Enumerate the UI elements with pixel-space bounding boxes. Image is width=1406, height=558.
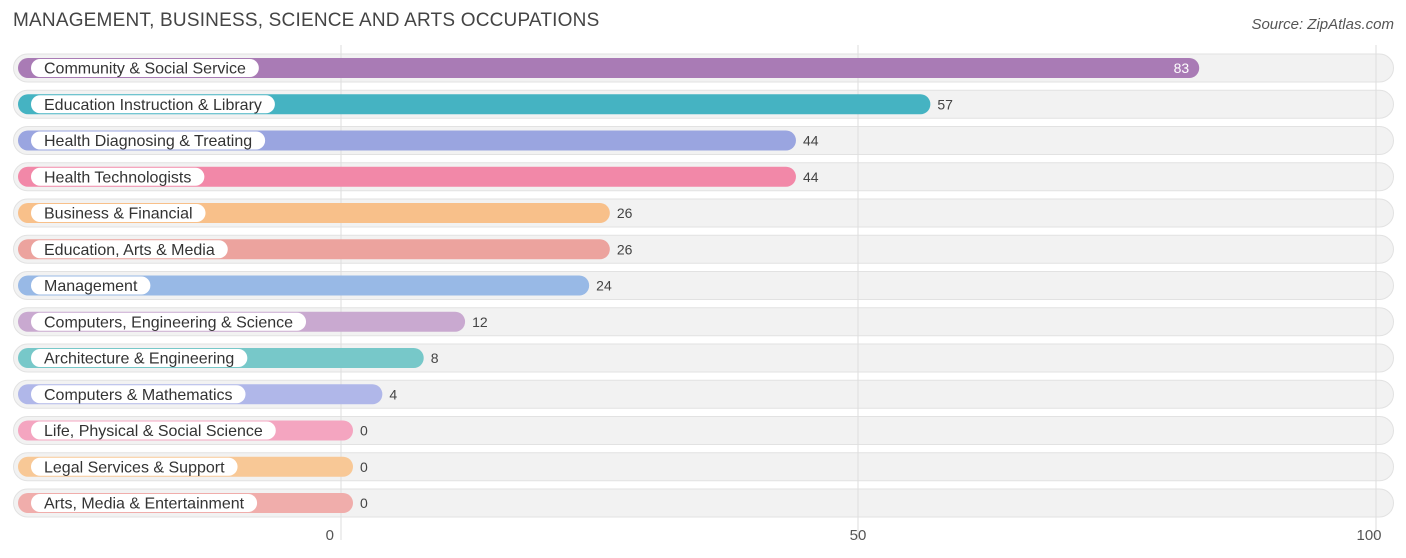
category-label: Education Instruction & Library <box>44 97 262 114</box>
value-label: 8 <box>431 350 439 366</box>
category-label: Health Diagnosing & Treating <box>44 133 252 150</box>
category-label-pill <box>31 312 307 331</box>
category-label-pill <box>31 167 205 186</box>
value-label: 12 <box>472 314 488 330</box>
category-label: Arts, Media & Entertainment <box>44 496 245 513</box>
category-label: Management <box>44 278 138 295</box>
category-label: Legal Services & Support <box>44 459 225 476</box>
value-label: 24 <box>596 278 612 294</box>
category-label-pill <box>31 131 266 150</box>
category-label-pill <box>31 95 275 114</box>
bar <box>18 58 1200 78</box>
category-label: Life, Physical & Social Science <box>44 423 263 440</box>
value-label: 26 <box>617 241 633 257</box>
category-label: Community & Social Service <box>44 61 246 78</box>
source-credit: Source: ZipAtlas.com <box>1251 16 1394 33</box>
category-label-pill <box>31 421 276 440</box>
row-background <box>13 488 1394 518</box>
value-label: 26 <box>617 205 633 221</box>
category-label-pill <box>31 349 248 367</box>
value-label: 57 <box>937 96 953 112</box>
bar <box>18 275 590 296</box>
value-label: 0 <box>360 459 368 475</box>
chart-title: MANAGEMENT, BUSINESS, SCIENCE AND ARTS O… <box>13 10 600 31</box>
value-label: 0 <box>360 495 368 511</box>
category-label: Computers & Mathematics <box>44 387 233 404</box>
category-label-pill <box>31 494 258 512</box>
category-label-pill <box>31 385 246 404</box>
x-tick-label: 0 <box>326 527 334 544</box>
row-background <box>13 452 1394 482</box>
x-axis-ticks: 0 50 100 <box>326 527 1382 544</box>
value-label: 44 <box>803 169 819 185</box>
row-background <box>13 416 1394 445</box>
category-label: Education, Arts & Media <box>44 242 215 259</box>
category-label-pill <box>31 276 151 295</box>
x-tick-label: 100 <box>1356 527 1381 544</box>
category-label-pill <box>31 457 238 476</box>
x-tick-label: 50 <box>850 527 867 544</box>
category-label: Architecture & Engineering <box>44 351 234 368</box>
bars-layer: Community & Social Service 83 Education In… <box>18 58 1200 513</box>
category-label: Computers, Engineering & Science <box>44 314 293 331</box>
category-label-pill <box>31 240 228 259</box>
category-label: Business & Financial <box>44 206 193 223</box>
category-label-pill <box>31 59 259 77</box>
value-label: 44 <box>803 133 819 149</box>
value-label: 4 <box>389 386 397 402</box>
value-label: 0 <box>360 423 368 439</box>
value-label: 83 <box>1174 60 1190 76</box>
category-label-pill <box>31 204 206 222</box>
bar <box>18 166 796 187</box>
category-label: Health Technologists <box>44 169 191 186</box>
